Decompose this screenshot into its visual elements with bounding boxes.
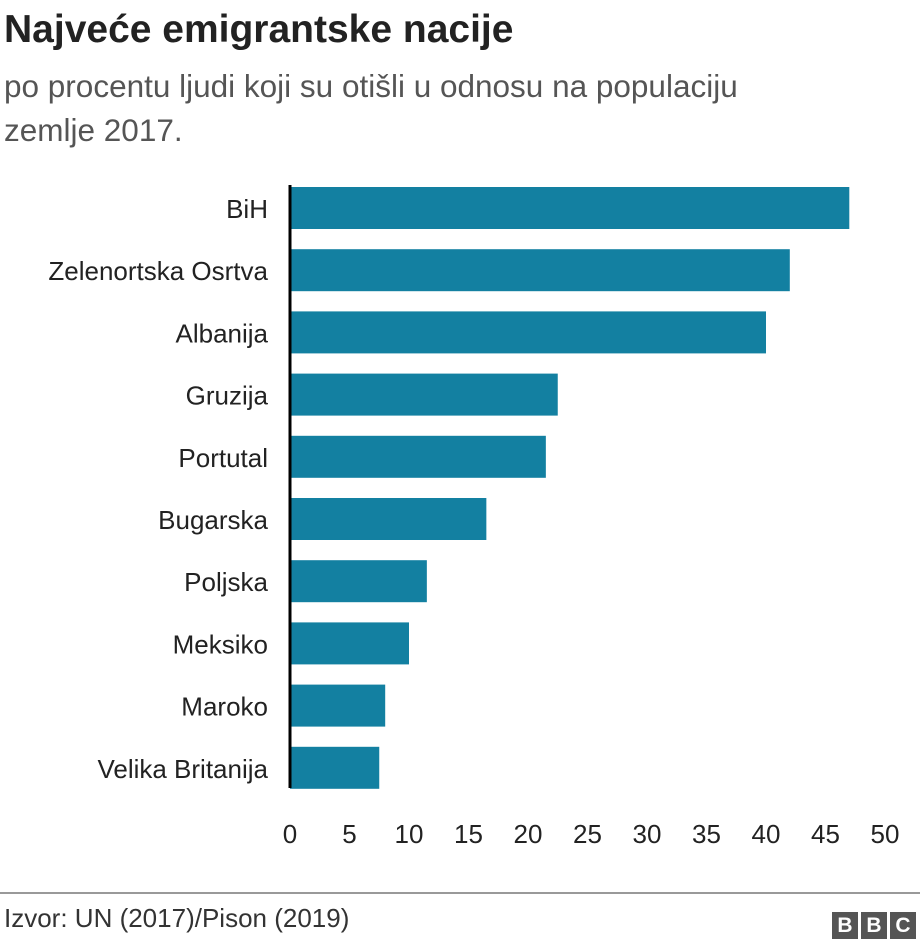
chart-title: Najveće emigrantske nacije bbox=[4, 8, 514, 51]
category-label: Portutal bbox=[178, 443, 268, 473]
bar bbox=[290, 498, 487, 540]
bar bbox=[290, 684, 386, 727]
x-tick-label: 25 bbox=[573, 819, 602, 849]
x-tick-label: 5 bbox=[342, 819, 356, 849]
x-tick-label: 10 bbox=[395, 819, 424, 849]
x-tick-label: 30 bbox=[633, 819, 662, 849]
bar bbox=[290, 187, 850, 229]
x-tick-label: 35 bbox=[692, 819, 721, 849]
source-note: Izvor: UN (2017)/Pison (2019) bbox=[4, 903, 350, 933]
x-tick-label: 40 bbox=[752, 819, 781, 849]
bar-chart: BiH Zelenortska Osrtva Albanija Gruzija Port… bbox=[48, 185, 900, 849]
chart-subtitle: po procentu ljudi koji su otišli u odnos… bbox=[4, 68, 738, 148]
category-label: Maroko bbox=[181, 692, 268, 722]
category-label: Zelenortska Osrtva bbox=[48, 256, 268, 286]
category-label: Gruzija bbox=[186, 381, 269, 411]
bars-group bbox=[290, 187, 850, 789]
bbc-logo: B B C bbox=[832, 912, 916, 939]
x-tick-label: 20 bbox=[514, 819, 543, 849]
logo-letter: B bbox=[861, 912, 887, 939]
x-tick-labels-group: 0 5 10 15 20 25 30 35 40 45 50 bbox=[283, 819, 900, 849]
category-label: Velika Britanija bbox=[97, 754, 268, 784]
bar bbox=[290, 311, 766, 354]
bar bbox=[290, 622, 409, 665]
x-tick-label: 15 bbox=[454, 819, 483, 849]
category-label: Albanija bbox=[175, 318, 268, 348]
category-labels-group: BiH Zelenortska Osrtva Albanija Gruzija Port… bbox=[48, 194, 268, 784]
category-label: Meksiko bbox=[173, 629, 268, 659]
category-label: Poljska bbox=[184, 567, 268, 597]
bar bbox=[290, 746, 380, 789]
footer-divider bbox=[0, 892, 920, 894]
logo-letter: B bbox=[832, 912, 858, 939]
bar bbox=[290, 249, 790, 292]
x-tick-label: 0 bbox=[283, 819, 297, 849]
logo-letter: C bbox=[890, 912, 916, 939]
bar bbox=[290, 435, 546, 478]
bar bbox=[290, 373, 558, 416]
category-label: Bugarska bbox=[158, 505, 268, 535]
x-tick-label: 50 bbox=[871, 819, 900, 849]
bar bbox=[290, 560, 427, 603]
category-label: BiH bbox=[226, 194, 268, 224]
x-tick-label: 45 bbox=[811, 819, 840, 849]
